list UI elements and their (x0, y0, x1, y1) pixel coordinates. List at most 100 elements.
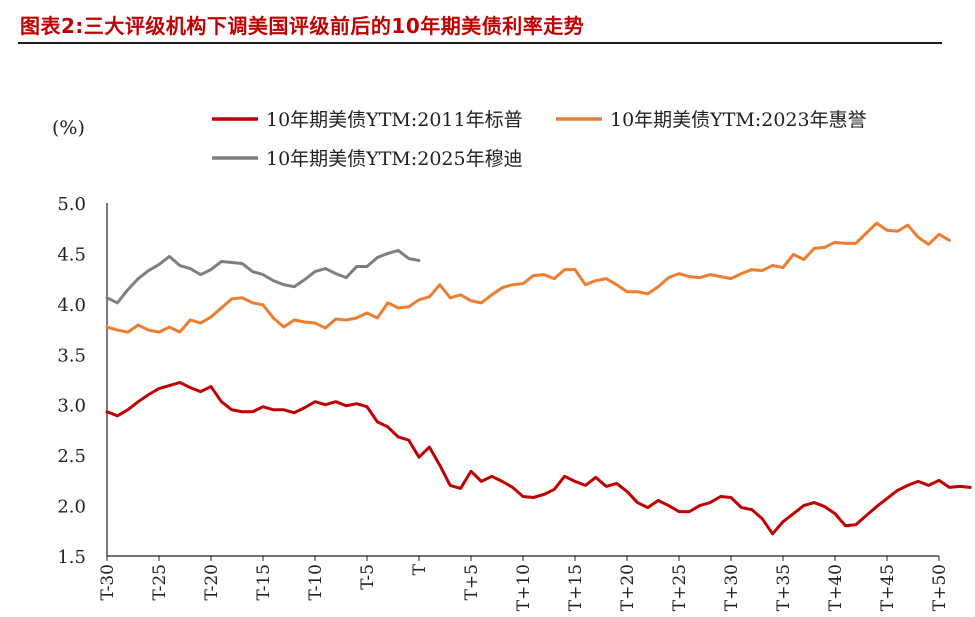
data-point (209, 385, 213, 388)
data-point (428, 295, 431, 298)
data-point (833, 241, 837, 244)
data-point (313, 270, 317, 273)
data-point (365, 405, 369, 408)
x-tick-label: T-10 (306, 564, 326, 601)
data-point (303, 320, 306, 324)
data-point (397, 435, 400, 439)
data-point (958, 485, 961, 488)
data-point (209, 268, 213, 271)
data-point (501, 480, 504, 483)
data-point (147, 328, 150, 332)
data-point (459, 293, 462, 296)
data-point (688, 510, 691, 513)
data-point (781, 520, 785, 523)
data-point (750, 508, 753, 511)
data-point (105, 325, 109, 329)
data-point (469, 299, 473, 303)
data-point (189, 386, 192, 389)
data-point (376, 256, 379, 259)
data-point (792, 253, 795, 256)
data-point (844, 242, 847, 245)
data-point (490, 475, 493, 478)
data-point (490, 293, 493, 296)
data-point (802, 258, 805, 261)
data-point (605, 277, 608, 280)
y-unit-label: (%) (52, 117, 85, 139)
data-point (719, 275, 722, 278)
data-point (324, 403, 327, 406)
data-point (885, 497, 889, 500)
data-point (802, 504, 805, 507)
y-tick-label: 4.0 (57, 295, 86, 316)
data-point (813, 247, 816, 250)
data-point (844, 524, 847, 527)
data-point (740, 272, 743, 275)
data-point (709, 501, 712, 504)
data-point (282, 325, 285, 329)
data-point (272, 316, 275, 320)
data-point (137, 323, 140, 327)
data-point (386, 301, 389, 305)
series-line-3 (105, 248, 421, 305)
data-point (469, 470, 473, 473)
data-point (521, 495, 525, 498)
data-point (865, 232, 868, 235)
data-point (324, 326, 327, 330)
data-point (948, 239, 951, 242)
data-point (688, 275, 691, 278)
data-point (230, 261, 233, 264)
data-point (241, 262, 244, 265)
series-line-1 (105, 381, 972, 536)
data-point (740, 506, 743, 509)
data-point (781, 266, 785, 269)
data-point (147, 269, 150, 272)
data-point (178, 381, 181, 384)
data-point (397, 249, 400, 252)
x-tick-label: T+10 (514, 564, 534, 611)
data-point (365, 265, 369, 268)
data-point (376, 420, 379, 424)
x-tick-label: T (410, 563, 430, 575)
data-point (386, 425, 389, 429)
data-point (272, 279, 275, 282)
data-point (532, 496, 535, 499)
y-tick-label: 3.5 (57, 345, 86, 366)
data-point (313, 400, 317, 403)
data-point (386, 252, 389, 255)
data-point (438, 283, 441, 286)
data-point (334, 272, 337, 275)
data-point (584, 484, 587, 487)
data-point (116, 328, 119, 332)
data-point (813, 501, 816, 504)
data-point (157, 387, 161, 390)
title-bar: 图表2:三大评级机构下调美国评级前后的10年期美债利率走势 (18, 6, 942, 44)
data-point (646, 292, 649, 295)
data-point (126, 288, 129, 291)
data-point (438, 464, 441, 467)
data-point (865, 514, 868, 517)
data-point (189, 318, 192, 322)
data-point (230, 408, 233, 411)
data-point (251, 410, 254, 413)
data-point (251, 270, 254, 273)
data-point (771, 532, 774, 536)
data-point (896, 489, 899, 492)
data-point (896, 230, 899, 233)
data-point (750, 268, 753, 271)
data-point (105, 410, 109, 413)
data-point (293, 411, 296, 414)
data-point (594, 279, 597, 282)
data-point (542, 273, 545, 276)
data-point (199, 321, 202, 325)
data-point (147, 393, 150, 396)
data-point (105, 296, 109, 300)
data-point (625, 490, 629, 493)
data-point (417, 455, 421, 459)
data-point (334, 400, 337, 403)
data-point (168, 255, 171, 258)
data-point (480, 480, 483, 483)
data-point (615, 283, 618, 286)
data-point (334, 317, 337, 321)
data-point (657, 499, 660, 502)
data-point (199, 273, 202, 276)
